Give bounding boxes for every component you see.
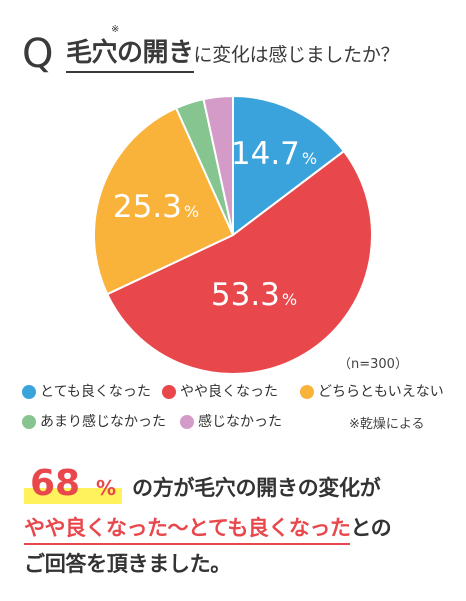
legend-swatch — [162, 385, 176, 399]
legend-label: やや良くなった — [180, 384, 278, 400]
legend-label: とても良くなった — [40, 384, 151, 400]
summary-line-2-tail: との — [350, 516, 392, 540]
summary-percent-symbol: % — [96, 476, 117, 500]
legend-item-slightly-improved: やや良くなった — [162, 385, 278, 399]
summary-line-1-text: の方が毛穴の開きの変化が — [132, 476, 381, 500]
pie-slice — [105, 149, 373, 375]
legend-label: どちらともいえない — [318, 384, 444, 400]
legend-item-neutral: どちらともいえない — [300, 385, 444, 399]
legend-swatch — [22, 385, 36, 399]
percent-highlight-box: 68 % — [24, 466, 122, 504]
legend-swatch — [180, 415, 194, 429]
legend-item-not-much: あまり感じなかった — [22, 415, 166, 429]
summary-line-3: ご回答を頂きました。 — [24, 552, 231, 576]
title-rest: に変化は感じましたか？ — [193, 44, 400, 66]
legend-swatch — [22, 415, 36, 429]
legend-label: 感じなかった — [198, 414, 282, 430]
slice-value-label: 14.7% — [231, 136, 317, 172]
slice-value-label: 25.3% — [113, 189, 199, 225]
title-footnote-mark: ※ — [111, 24, 120, 35]
slice-value-label: 53.3% — [211, 277, 297, 313]
sample-size-label: （n=300） — [338, 357, 408, 372]
question-letter: Q — [22, 31, 54, 77]
pie-chart: 14.7 % 53.3 % 25.3% — [93, 94, 373, 375]
percent-highlight — [24, 488, 122, 504]
legend-item-very-improved: とても良くなった — [22, 385, 151, 399]
summary-line-2: やや良くなった～とても良くなったとの — [24, 516, 392, 545]
title-main: 毛穴の開き — [66, 38, 194, 73]
pie-slice — [202, 94, 234, 236]
legend-item-none: 感じなかった — [180, 415, 282, 429]
legend-swatch — [300, 385, 314, 399]
pie-labels: 14.7 % 53.3 % 25.3% — [113, 136, 317, 313]
footnote: ※乾燥による — [349, 417, 425, 432]
pie-slice — [93, 106, 235, 296]
summary-percent: 68 — [30, 463, 81, 504]
pie-slices — [93, 94, 373, 375]
legend-label: あまり感じなかった — [40, 414, 166, 430]
pie-slice — [232, 94, 346, 238]
summary-highlight-text: やや良くなった～とても良くなった — [24, 516, 351, 545]
page-title: 毛穴の開きに変化は感じましたか？ — [66, 38, 400, 73]
